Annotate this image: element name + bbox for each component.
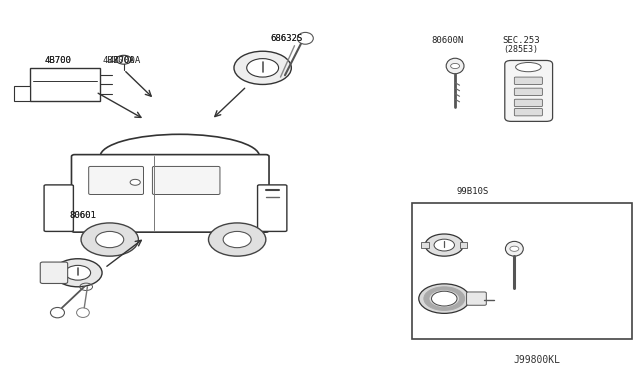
- FancyBboxPatch shape: [152, 166, 220, 195]
- Text: 4B700: 4B700: [45, 56, 72, 65]
- Circle shape: [434, 239, 454, 251]
- Text: 80601: 80601: [70, 211, 97, 220]
- Ellipse shape: [446, 58, 464, 74]
- Circle shape: [431, 291, 457, 306]
- Text: 4B700: 4B700: [45, 56, 72, 65]
- Circle shape: [419, 284, 470, 313]
- FancyBboxPatch shape: [467, 292, 486, 305]
- FancyBboxPatch shape: [44, 185, 74, 231]
- Circle shape: [130, 179, 140, 185]
- Text: 68632S: 68632S: [270, 34, 302, 43]
- Ellipse shape: [516, 62, 541, 72]
- Bar: [412, 203, 632, 339]
- Text: 80601: 80601: [70, 211, 97, 220]
- Text: SEC.253: SEC.253: [502, 36, 540, 45]
- Circle shape: [246, 59, 278, 77]
- Ellipse shape: [298, 32, 314, 44]
- Circle shape: [96, 231, 124, 248]
- Bar: [460, 242, 467, 248]
- Circle shape: [81, 223, 138, 256]
- FancyBboxPatch shape: [515, 77, 542, 84]
- Circle shape: [116, 55, 131, 64]
- Text: J99800KL: J99800KL: [513, 355, 560, 365]
- Circle shape: [223, 231, 251, 248]
- FancyBboxPatch shape: [257, 185, 287, 231]
- Circle shape: [425, 234, 463, 256]
- Text: 68632S: 68632S: [270, 34, 302, 43]
- Text: 4B700A: 4B700A: [108, 56, 141, 65]
- FancyBboxPatch shape: [72, 155, 269, 232]
- FancyBboxPatch shape: [40, 262, 68, 283]
- Circle shape: [451, 63, 460, 68]
- Ellipse shape: [506, 241, 524, 256]
- Bar: [421, 242, 429, 248]
- Text: 99B10S: 99B10S: [457, 187, 489, 196]
- Ellipse shape: [77, 308, 90, 317]
- Bar: [30, 68, 100, 101]
- Ellipse shape: [51, 308, 65, 318]
- Text: 4B700A: 4B700A: [102, 56, 134, 65]
- Text: 80600N: 80600N: [431, 36, 463, 45]
- FancyBboxPatch shape: [515, 88, 542, 96]
- FancyBboxPatch shape: [515, 99, 542, 107]
- FancyBboxPatch shape: [505, 61, 552, 121]
- Circle shape: [65, 265, 91, 280]
- Circle shape: [234, 51, 291, 84]
- FancyBboxPatch shape: [515, 109, 542, 116]
- Bar: [14, 86, 30, 101]
- Circle shape: [209, 223, 266, 256]
- Text: (285E3): (285E3): [503, 45, 538, 54]
- Circle shape: [54, 259, 102, 287]
- Circle shape: [510, 246, 519, 251]
- FancyBboxPatch shape: [89, 166, 143, 195]
